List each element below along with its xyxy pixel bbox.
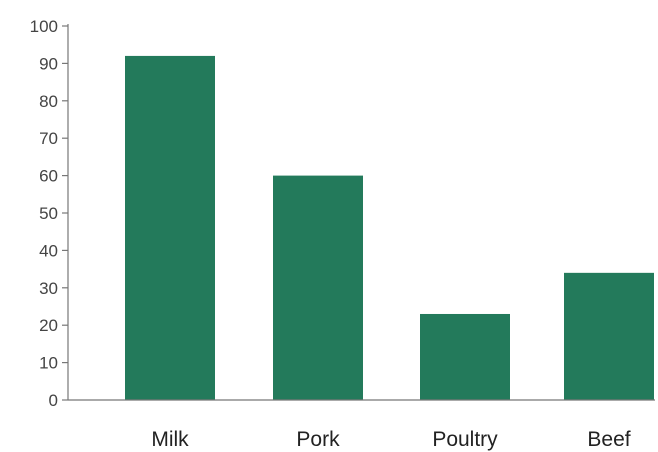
y-tick-label: 50 [39, 204, 58, 223]
y-tick-label: 70 [39, 129, 58, 148]
y-tick-label: 80 [39, 92, 58, 111]
y-tick-label: 60 [39, 167, 58, 186]
bar-beef [564, 272, 654, 400]
x-category-label: Milk [151, 428, 189, 451]
bar-poultry [420, 313, 510, 400]
x-category-label: Poultry [432, 428, 498, 451]
y-tick-label: 40 [39, 241, 58, 260]
x-category-label: Pork [296, 428, 340, 451]
y-tick-label: 100 [30, 17, 58, 36]
y-tick-label: 30 [39, 279, 58, 298]
y-tick-label: 90 [39, 54, 58, 73]
y-axis: 0 10 20 30 40 50 60 70 80 90 100 [30, 17, 69, 410]
bar-milk [125, 55, 215, 401]
bar-pork [273, 175, 363, 400]
y-tick-label: 20 [39, 316, 58, 335]
bars [125, 55, 654, 401]
x-category-label: Beef [587, 428, 630, 451]
y-tick-label: 0 [49, 391, 58, 410]
x-axis: Milk Pork Poultry Beef [68, 399, 655, 451]
y-tick-label: 10 [39, 354, 58, 373]
